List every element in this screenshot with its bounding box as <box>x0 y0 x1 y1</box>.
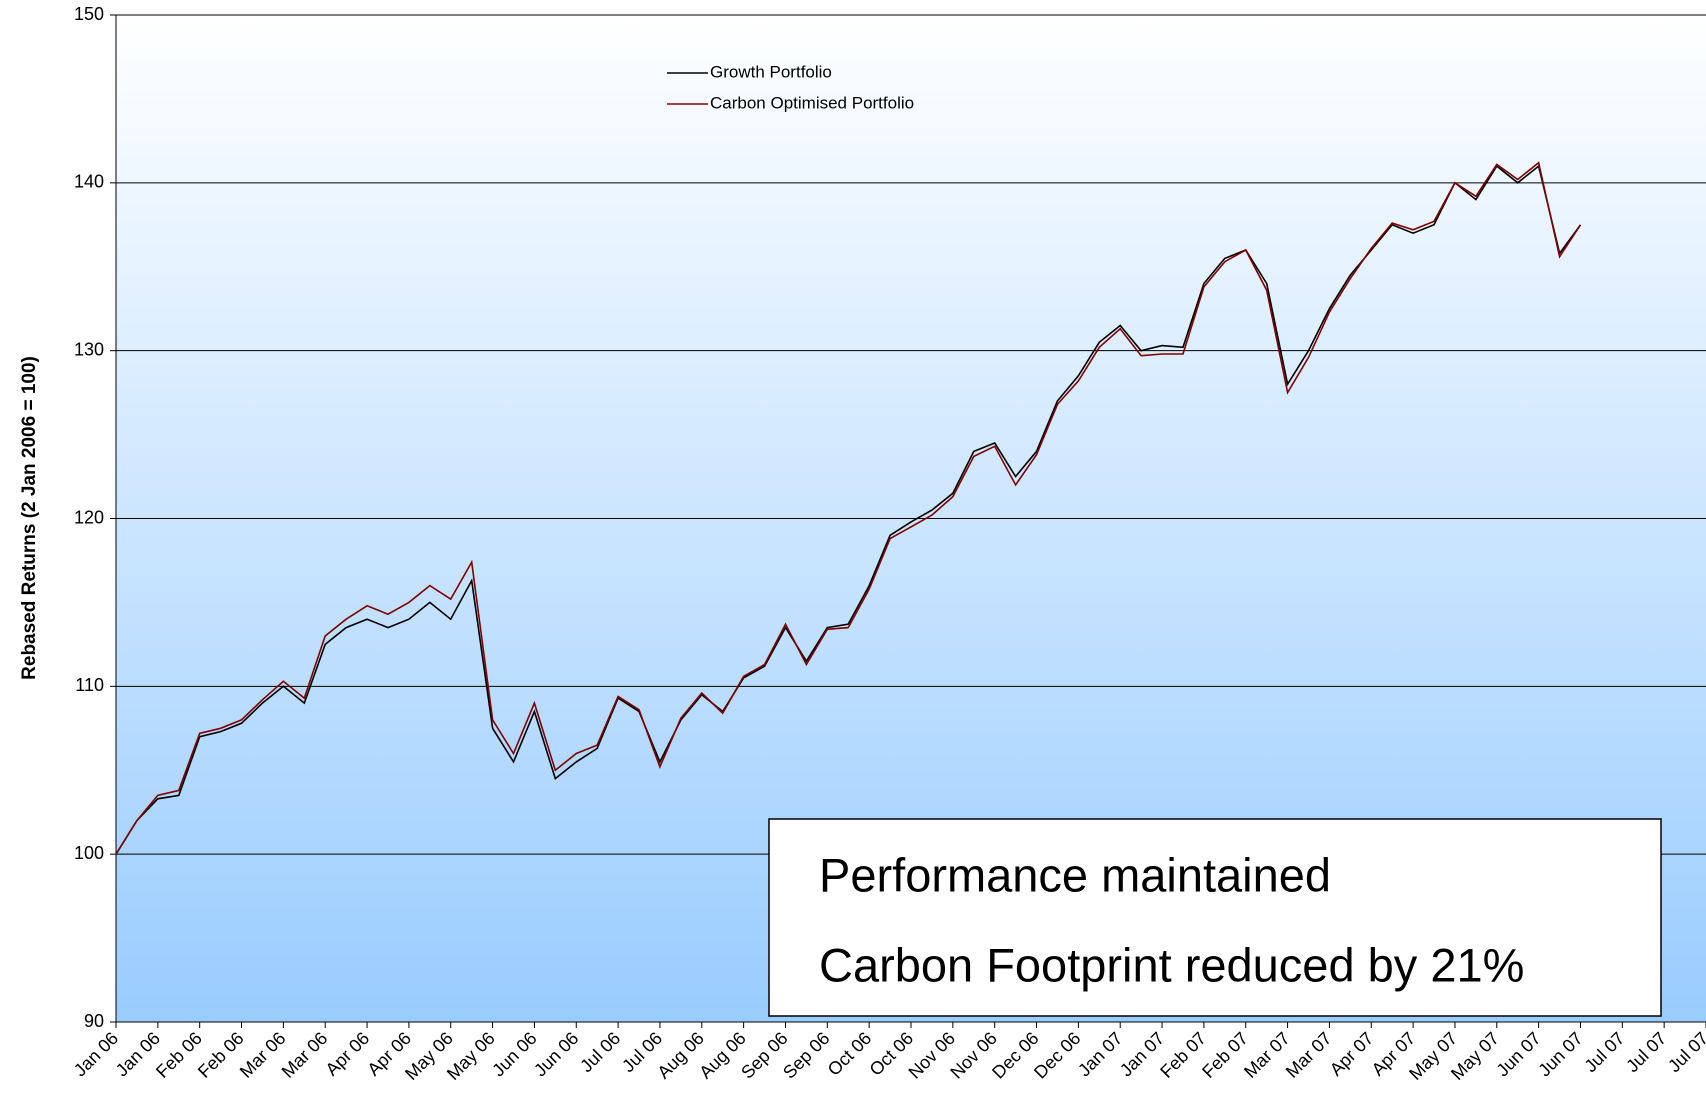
x-tick-label: Jun 07 <box>1492 1028 1544 1080</box>
x-tick-label: Feb 07 <box>1198 1028 1252 1082</box>
y-tick-label: 150 <box>74 4 104 24</box>
x-tick-label: Nov 06 <box>905 1028 959 1082</box>
x-tick-label: Mar 06 <box>278 1028 332 1082</box>
x-tick-label: Jul 07 <box>1664 1028 1706 1076</box>
x-tick-label: Jul 06 <box>576 1028 624 1076</box>
x-tick-label: Mar 06 <box>236 1028 290 1082</box>
x-tick-label: Aug 06 <box>653 1028 707 1082</box>
x-tick-label: Dec 06 <box>1030 1028 1084 1082</box>
annotation-text: Carbon Footprint reduced by 21% <box>819 938 1524 991</box>
y-tick-label: 110 <box>75 675 104 695</box>
annotation-box <box>768 818 1662 1017</box>
x-tick-label: Aug 06 <box>695 1028 749 1082</box>
x-tick-label: Dec 06 <box>988 1028 1042 1082</box>
x-tick-label: Sep 06 <box>737 1028 791 1082</box>
x-tick-label: Apr 07 <box>1326 1028 1378 1080</box>
y-tick-label: 100 <box>74 843 104 863</box>
legend-label: Growth Portfolio <box>710 62 832 81</box>
legend-label: Carbon Optimised Portfolio <box>710 93 914 112</box>
x-tick-label: Nov 06 <box>946 1028 1000 1082</box>
x-tick-label: Feb 07 <box>1156 1028 1210 1082</box>
series-line <box>115 164 1582 855</box>
x-tick-label: Sep 06 <box>779 1028 833 1082</box>
x-tick-label: Jul 07 <box>1622 1028 1670 1076</box>
y-tick-label: 140 <box>74 172 104 192</box>
y-tick-label: 120 <box>74 507 104 527</box>
x-tick-label: May 06 <box>443 1028 499 1084</box>
x-tick-label: Feb 06 <box>152 1028 206 1082</box>
y-axis-label: Rebased Returns (2 Jan 2006 = 100) <box>19 356 40 680</box>
y-tick-label: 130 <box>74 339 104 359</box>
x-tick-label: Jun 07 <box>1534 1028 1586 1080</box>
series-line <box>115 161 1582 855</box>
x-tick-label: May 07 <box>1447 1028 1503 1084</box>
y-tick-label: 90 <box>84 1011 104 1031</box>
x-tick-label: Jun 06 <box>530 1028 582 1080</box>
annotation-text: Performance maintained <box>819 848 1331 901</box>
x-tick-label: Mar 07 <box>1240 1028 1294 1082</box>
x-tick-label: Oct 06 <box>824 1028 876 1080</box>
x-tick-label: Feb 06 <box>194 1028 248 1082</box>
x-tick-label: Jul 07 <box>1580 1028 1628 1076</box>
x-tick-label: Jun 06 <box>488 1028 540 1080</box>
x-tick-label: Jan 06 <box>70 1028 122 1080</box>
x-tick-label: Mar 07 <box>1282 1028 1336 1082</box>
x-tick-label: Jan 07 <box>1074 1028 1126 1080</box>
x-tick-label: Apr 06 <box>322 1028 374 1080</box>
